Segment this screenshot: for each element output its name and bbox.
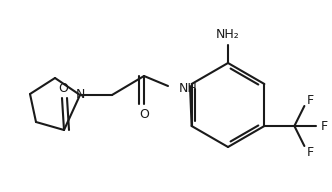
Text: NH: NH: [179, 81, 198, 94]
Text: F: F: [307, 146, 314, 159]
Text: F: F: [321, 119, 328, 132]
Text: NH₂: NH₂: [216, 28, 240, 41]
Text: F: F: [307, 94, 314, 107]
Text: O: O: [58, 81, 68, 94]
Text: O: O: [139, 108, 149, 121]
Text: N: N: [75, 89, 85, 102]
